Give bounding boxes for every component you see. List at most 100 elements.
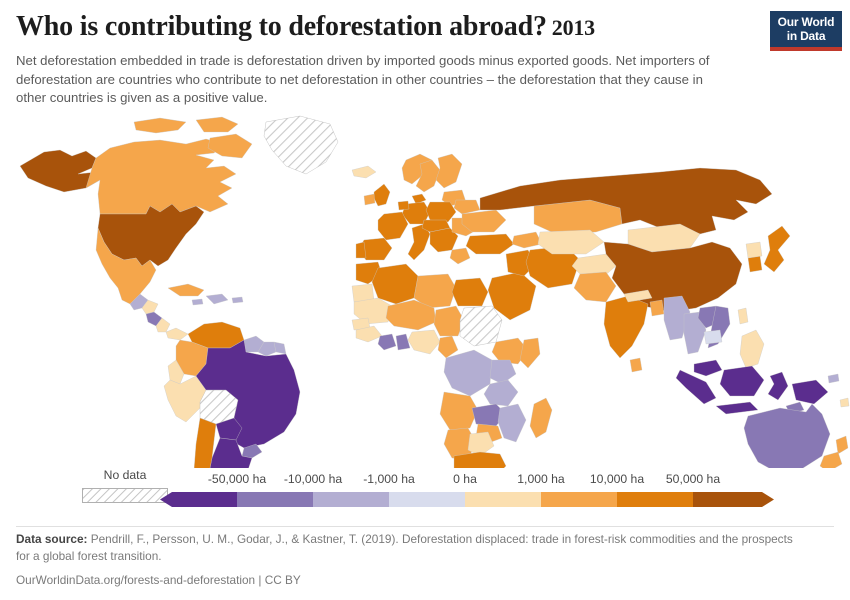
country-philippines[interactable] bbox=[739, 329, 765, 369]
country-ghana[interactable] bbox=[395, 333, 411, 351]
country-canada[interactable] bbox=[85, 138, 237, 215]
world-map-svg[interactable] bbox=[0, 108, 850, 468]
legend-bin-5[interactable] bbox=[541, 492, 617, 507]
legend-ramp-svg[interactable] bbox=[160, 492, 774, 507]
country-canada-arctic[interactable] bbox=[133, 117, 187, 134]
country-caucasus[interactable] bbox=[511, 231, 543, 249]
country-netherlands[interactable] bbox=[397, 200, 410, 211]
country-poland[interactable] bbox=[425, 201, 457, 223]
country-nepal-bhutan[interactable] bbox=[623, 289, 653, 303]
country-uruguay[interactable] bbox=[241, 443, 263, 459]
country-malaysia[interactable] bbox=[693, 359, 723, 377]
country-new-zealand[interactable] bbox=[835, 435, 849, 455]
owid-logo[interactable]: Our World in Data bbox=[770, 11, 842, 51]
country-argentina[interactable] bbox=[206, 437, 253, 468]
country-india[interactable] bbox=[603, 295, 649, 359]
country-egypt[interactable] bbox=[451, 277, 489, 307]
country-nigeria[interactable] bbox=[407, 329, 441, 355]
country-taiwan[interactable] bbox=[737, 307, 749, 325]
country-somalia[interactable] bbox=[519, 337, 541, 369]
legend-bin-4[interactable] bbox=[465, 492, 541, 507]
legend-bin-7[interactable] bbox=[693, 492, 774, 507]
country-united-kingdom[interactable] bbox=[373, 183, 391, 207]
country-greece[interactable] bbox=[449, 247, 471, 265]
country-mozambique[interactable] bbox=[497, 403, 527, 443]
country-mauritania[interactable] bbox=[353, 297, 393, 325]
country-ireland[interactable] bbox=[363, 193, 376, 206]
country-puerto-rico[interactable] bbox=[231, 296, 244, 304]
country-fiji[interactable] bbox=[839, 397, 850, 408]
legend-bin-1[interactable] bbox=[237, 492, 313, 507]
country-indonesia-sulawesi[interactable] bbox=[767, 371, 789, 401]
country-south-korea[interactable] bbox=[747, 255, 763, 273]
country-sudan-nodata[interactable] bbox=[459, 305, 503, 347]
country-uzbekistan-turkmenistan[interactable] bbox=[537, 229, 605, 255]
country-mexico[interactable] bbox=[95, 227, 157, 305]
country-denmark[interactable] bbox=[411, 193, 427, 205]
country-canada-baffin[interactable] bbox=[207, 133, 253, 159]
map-countries[interactable] bbox=[19, 115, 850, 468]
country-norway[interactable] bbox=[401, 153, 433, 185]
country-finland[interactable] bbox=[435, 153, 463, 189]
legend-color-ramp[interactable]: -50,000 ha -10,000 ha -1,000 ha 0 ha 1,0… bbox=[160, 472, 774, 507]
world-map[interactable] bbox=[0, 108, 850, 468]
country-mali-niger[interactable] bbox=[385, 299, 437, 331]
country-indonesia-borneo[interactable] bbox=[719, 365, 765, 397]
legend-bin-2[interactable] bbox=[313, 492, 389, 507]
country-pakistan[interactable] bbox=[573, 271, 617, 303]
country-indonesia-sumatra[interactable] bbox=[675, 369, 717, 405]
country-libya[interactable] bbox=[413, 273, 457, 309]
country-peru[interactable] bbox=[163, 375, 207, 423]
country-algeria[interactable] bbox=[371, 263, 419, 305]
country-sweden[interactable] bbox=[415, 159, 441, 193]
country-belarus[interactable] bbox=[453, 199, 481, 215]
country-cuba[interactable] bbox=[167, 283, 205, 297]
country-chad[interactable] bbox=[433, 305, 465, 337]
country-kenya[interactable] bbox=[489, 359, 517, 385]
legend-bin-6[interactable] bbox=[617, 492, 693, 507]
country-alaska[interactable] bbox=[19, 149, 101, 193]
country-france[interactable] bbox=[377, 211, 409, 241]
country-bangladesh[interactable] bbox=[649, 299, 665, 317]
country-cambodia[interactable] bbox=[703, 329, 723, 345]
country-sri-lanka[interactable] bbox=[629, 357, 643, 373]
country-hispaniola[interactable] bbox=[205, 293, 229, 305]
country-paraguay[interactable] bbox=[215, 417, 243, 441]
country-iceland[interactable] bbox=[351, 165, 377, 179]
country-panama[interactable] bbox=[165, 327, 189, 341]
country-australia[interactable] bbox=[743, 403, 831, 468]
country-solomon-islands[interactable] bbox=[827, 373, 840, 384]
country-japan[interactable] bbox=[763, 225, 791, 273]
legend-bin-0[interactable] bbox=[160, 492, 237, 507]
country-russia[interactable] bbox=[479, 167, 773, 235]
country-dr-congo[interactable] bbox=[443, 349, 493, 397]
country-turkey[interactable] bbox=[465, 233, 515, 255]
country-ivory-coast[interactable] bbox=[377, 333, 397, 351]
map-legend[interactable]: No data bbox=[0, 468, 850, 516]
legend-bin-3[interactable] bbox=[389, 492, 465, 507]
country-ukraine[interactable] bbox=[461, 209, 507, 233]
country-canada-arctic2[interactable] bbox=[195, 116, 239, 133]
country-honduras[interactable] bbox=[141, 299, 159, 315]
footer-url[interactable]: OurWorldinData.org/forests-and-deforesta… bbox=[16, 573, 301, 587]
country-madagascar[interactable] bbox=[529, 397, 553, 439]
country-botswana[interactable] bbox=[467, 431, 495, 457]
country-portugal[interactable] bbox=[355, 241, 367, 259]
country-new-zealand-south[interactable] bbox=[819, 451, 843, 468]
country-greenland-nodata[interactable] bbox=[263, 115, 339, 175]
country-angola[interactable] bbox=[439, 391, 479, 431]
country-brazil[interactable] bbox=[195, 339, 301, 449]
country-cameroon[interactable] bbox=[437, 335, 459, 359]
country-french-guiana[interactable] bbox=[273, 341, 287, 355]
country-south-africa[interactable] bbox=[453, 451, 507, 468]
country-jamaica[interactable] bbox=[191, 298, 204, 306]
country-indonesia-java[interactable] bbox=[715, 401, 759, 415]
country-myanmar[interactable] bbox=[663, 295, 691, 341]
country-ethiopia[interactable] bbox=[491, 337, 529, 365]
legend-bins[interactable] bbox=[160, 492, 774, 507]
country-papua-new-guinea[interactable] bbox=[791, 379, 829, 405]
country-chile[interactable] bbox=[193, 417, 217, 468]
legend-no-data[interactable]: No data bbox=[82, 468, 168, 503]
country-tanzania[interactable] bbox=[483, 379, 519, 407]
country-costa-rica[interactable] bbox=[155, 317, 171, 333]
